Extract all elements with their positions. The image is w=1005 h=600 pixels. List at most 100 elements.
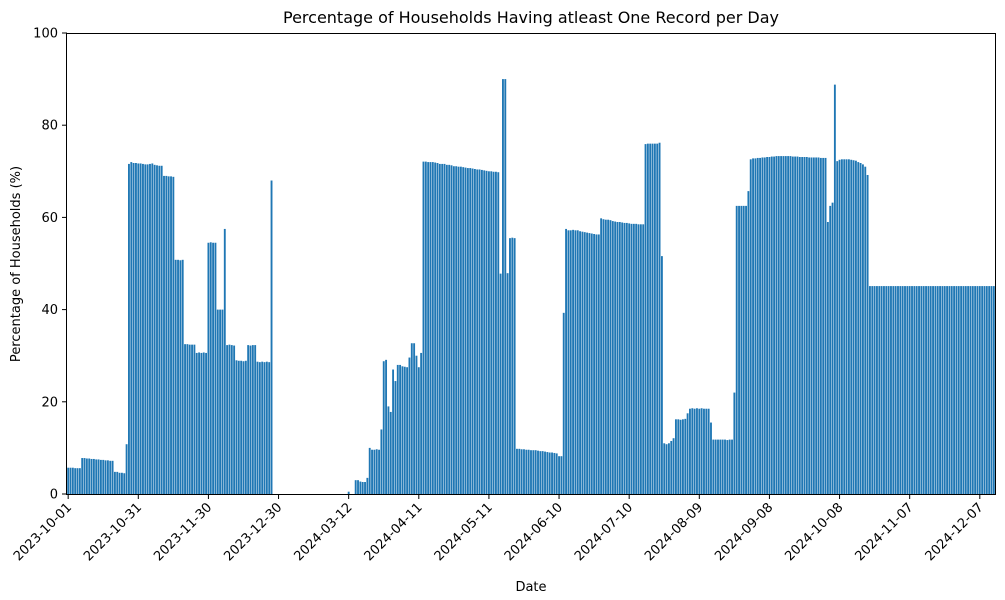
bar [237,360,240,494]
bar [740,205,743,495]
bar [920,286,923,494]
bar [520,449,523,494]
bar [396,364,399,494]
bar [401,366,404,494]
bar [677,419,680,494]
bar [184,344,186,494]
bar [883,286,885,494]
bar [667,443,670,494]
bar [448,164,451,494]
bar [607,219,610,494]
bar [424,161,427,494]
bar [689,408,691,494]
bar [368,447,371,494]
bar [801,157,804,494]
bar [932,286,934,494]
bar [378,449,380,494]
bar [410,343,413,494]
bar [939,286,941,494]
bar [864,166,867,494]
bar [534,450,537,494]
bar [490,171,493,495]
bar [544,451,546,494]
bar [268,362,271,494]
bar [894,286,897,494]
bar [906,286,909,494]
bar [518,448,521,494]
bar [726,440,729,494]
bar [366,477,369,494]
bar [97,459,100,494]
bar [586,232,589,495]
bar [724,439,726,494]
bar [165,175,168,494]
bar [99,459,102,494]
bar [887,286,890,494]
bar [354,480,357,494]
bar [983,286,986,494]
bar [434,162,437,495]
bar [263,362,266,494]
bar [548,452,551,494]
bar [840,159,843,494]
bar [427,162,430,494]
bar [567,230,570,494]
bar [216,309,219,494]
bar [646,143,649,494]
bar [149,163,151,495]
bar [892,286,895,494]
bar [387,406,390,494]
bar [714,439,717,494]
bar [497,172,500,494]
bar [953,286,956,494]
bar [780,156,783,494]
bar [721,439,724,494]
y-tick-label: 40 [41,303,58,318]
bar [831,202,834,494]
bar [516,448,518,494]
bar [128,163,130,495]
bar [420,352,423,494]
bar [160,165,163,494]
bar [394,381,397,494]
bar [992,286,995,494]
x-tick-label: 2024-07-10 [572,500,636,564]
bar [759,157,762,494]
bar [665,444,668,494]
bar [845,159,848,494]
bar [539,451,542,494]
bar [918,286,920,494]
bar [438,163,441,495]
bar [172,176,175,494]
bar [247,345,250,494]
bar [866,174,869,495]
bar [985,286,988,494]
bar [962,286,965,494]
bar [784,156,787,494]
bar [829,205,832,495]
bar [436,163,439,494]
bar [911,286,913,494]
bar [749,159,752,494]
bar [656,143,659,494]
bar [684,418,687,494]
bar [380,429,383,494]
bar [537,450,539,494]
bar [936,286,939,494]
bar [705,408,708,494]
bar [602,219,605,495]
bar [812,157,815,494]
bar [625,222,628,494]
bar [682,419,684,494]
bar [415,355,418,494]
bar [527,449,530,494]
bar [254,345,257,494]
bar [399,364,402,494]
bar [373,449,376,494]
bar [794,156,797,495]
bar [693,408,696,494]
bar [153,164,156,494]
bar [202,352,205,494]
bar [761,157,764,494]
bar [642,224,645,494]
